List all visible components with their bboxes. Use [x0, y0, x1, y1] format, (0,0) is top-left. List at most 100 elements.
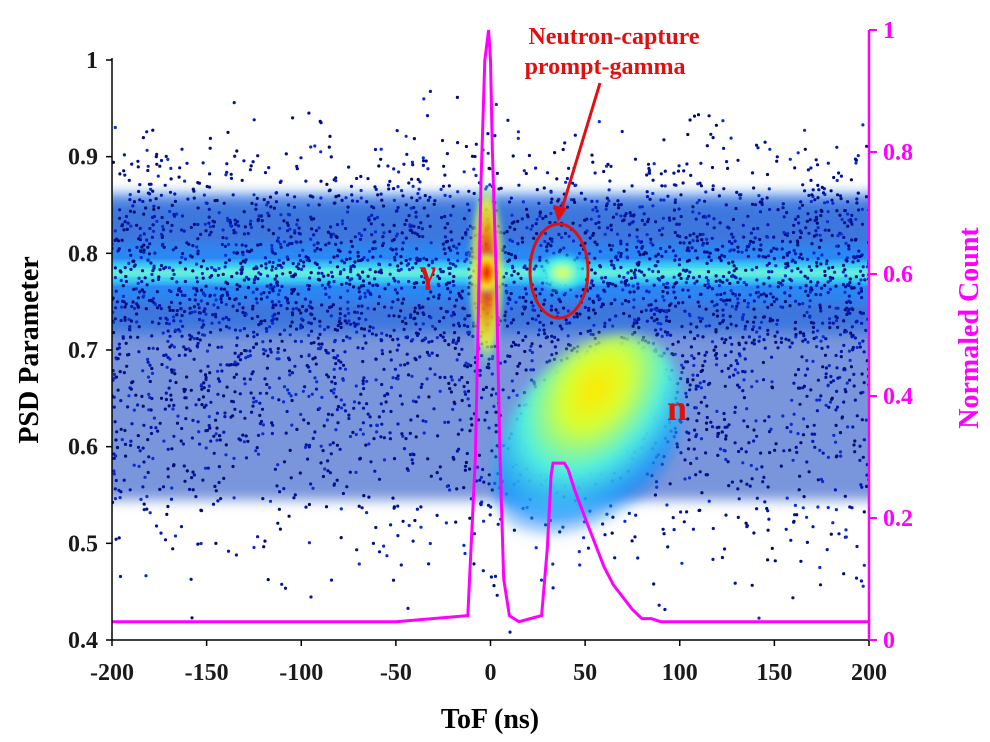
scatter-point [240, 265, 244, 269]
scatter-point [345, 485, 349, 489]
scatter-point [819, 293, 823, 297]
scatter-point [603, 533, 607, 537]
scatter-point [448, 194, 452, 198]
scatter-point [831, 521, 835, 525]
scatter-point [135, 223, 139, 227]
scatter-point [394, 247, 398, 251]
scatter-point [200, 387, 204, 391]
scatter-point [692, 356, 696, 360]
x-tick-label: 50 [573, 660, 597, 686]
scatter-point [822, 201, 827, 205]
scatter-point [358, 295, 363, 299]
scatter-point [812, 234, 817, 238]
scatter-point [687, 312, 692, 316]
scatter-point [374, 357, 378, 361]
scatter-point [529, 227, 533, 231]
scatter-point [370, 205, 374, 209]
scatter-point [793, 327, 797, 331]
scatter-point [180, 293, 185, 297]
scatter-point [844, 390, 848, 394]
scatter-point [860, 222, 865, 226]
scatter-point [593, 256, 597, 260]
scatter-point [571, 221, 575, 225]
scatter-point [768, 284, 772, 288]
scatter-point [662, 138, 666, 142]
scatter-point [182, 309, 187, 314]
scatter-point [665, 281, 669, 285]
scatter-point [262, 352, 266, 356]
scatter-point [275, 274, 279, 278]
scatter-point [217, 480, 221, 485]
scatter-point [511, 318, 515, 322]
scatter-point [853, 157, 858, 161]
scatter-point [733, 239, 737, 243]
scatter-point [196, 249, 200, 253]
scatter-point [411, 266, 415, 270]
scatter-point [164, 397, 168, 402]
scatter-point [131, 300, 135, 304]
scatter-point [167, 288, 171, 293]
scatter-point [752, 320, 756, 324]
scatter-point [411, 184, 415, 188]
scatter-point [465, 257, 469, 261]
scatter-point [715, 356, 719, 361]
scatter-point [311, 486, 315, 490]
scatter-point [299, 354, 303, 358]
scatter-point [293, 229, 297, 233]
scatter-point [154, 197, 158, 201]
scatter-point [861, 455, 865, 459]
scatter-point [556, 311, 560, 315]
scatter-point [318, 119, 322, 123]
scatter-point [141, 136, 145, 140]
scatter-point [437, 293, 441, 297]
scatter-point [475, 465, 480, 469]
scatter-point [562, 246, 566, 250]
scatter-point [178, 261, 182, 265]
scatter-point [782, 255, 786, 259]
scatter-point [811, 330, 815, 334]
scatter-point [706, 382, 711, 387]
scatter-point [694, 406, 699, 410]
scatter-point [265, 203, 269, 207]
scatter-point [682, 169, 686, 173]
scatter-point [178, 329, 182, 333]
scatter-point [746, 254, 750, 258]
scatter-point [314, 362, 318, 366]
scatter-point [630, 276, 634, 280]
scatter-point [379, 147, 383, 151]
scatter-point [705, 237, 709, 241]
scatter-point [646, 162, 651, 166]
scatter-point [556, 199, 560, 203]
scatter-point [303, 385, 307, 389]
scatter-point [439, 333, 443, 337]
scatter-point [785, 496, 789, 500]
scatter-point [334, 362, 338, 366]
scatter-point [757, 616, 761, 620]
scatter-point [766, 254, 771, 258]
scatter-point [153, 251, 157, 255]
scatter-point [748, 242, 752, 246]
scatter-point [375, 215, 380, 219]
scatter-point [864, 195, 869, 199]
scatter-point [205, 428, 209, 433]
scatter-point [594, 205, 598, 210]
scatter-point [638, 205, 642, 209]
scatter-point [797, 302, 801, 306]
scatter-point [578, 251, 582, 255]
scatter-point [775, 318, 780, 322]
scatter-point [252, 278, 256, 282]
scatter-point [668, 303, 672, 308]
scatter-point [528, 348, 532, 352]
scatter-point [816, 196, 820, 200]
scatter-point [752, 439, 756, 443]
scatter-point [632, 298, 636, 302]
scatter-point [369, 460, 373, 464]
scatter-point [213, 293, 217, 297]
scatter-point [460, 398, 464, 403]
scatter-point [665, 333, 669, 337]
scatter-point [408, 257, 412, 261]
scatter-point [612, 266, 616, 270]
scatter-point [157, 206, 161, 210]
scatter-point [356, 254, 360, 258]
scatter-point [203, 466, 208, 470]
